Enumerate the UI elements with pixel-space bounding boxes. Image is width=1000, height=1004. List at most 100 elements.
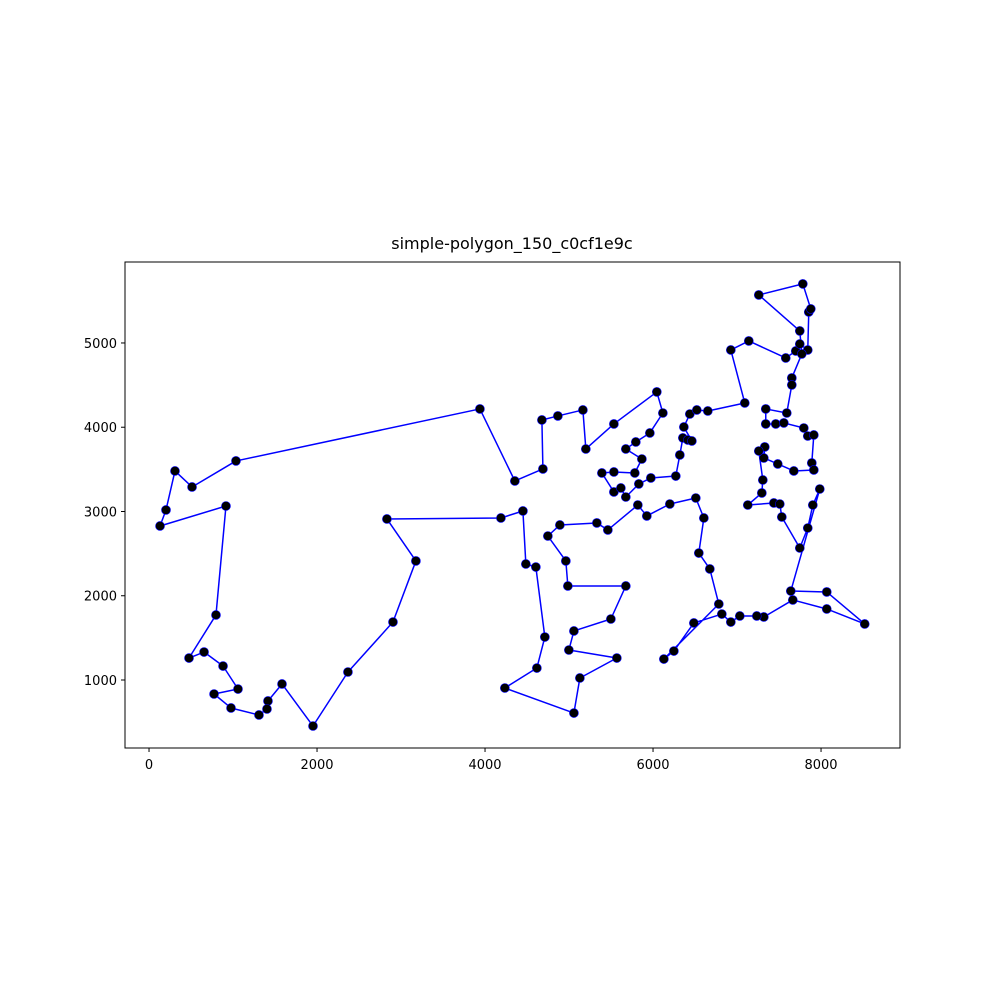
vertex-marker xyxy=(634,479,644,489)
vertex-marker xyxy=(739,398,750,408)
plot-frame xyxy=(124,261,901,749)
vertex-marker xyxy=(388,617,398,627)
vertex-marker xyxy=(742,500,753,510)
vertex-marker xyxy=(569,626,579,636)
vertex-marker xyxy=(789,466,799,476)
vertex-marker xyxy=(675,450,685,460)
vertex-marker xyxy=(575,673,585,683)
vertex-marker xyxy=(802,523,813,533)
vertex-marker xyxy=(705,564,715,574)
vertex-marker xyxy=(665,499,675,509)
vertex-marker xyxy=(209,689,219,699)
vertex-marker xyxy=(805,304,816,314)
vertex-marker xyxy=(597,468,607,478)
vertex-marker xyxy=(753,446,764,456)
x-tick-label: 6000 xyxy=(636,758,669,773)
vertex-marker xyxy=(211,610,221,620)
vertex-marker xyxy=(254,710,264,720)
vertex-marker xyxy=(343,667,353,677)
vertex-marker xyxy=(538,464,548,474)
vertex-marker xyxy=(606,614,616,624)
y-tick-label: 1000 xyxy=(84,674,117,689)
vertex-marker xyxy=(621,581,631,591)
vertex-marker xyxy=(262,704,272,714)
vertex-marker xyxy=(808,500,818,510)
vertex-marker xyxy=(500,683,510,693)
chart-title: simple-polygon_150_c0cf1e9c xyxy=(391,234,632,254)
vertex-marker xyxy=(564,645,574,655)
vertex-marker xyxy=(691,405,702,415)
vertex-marker xyxy=(809,465,819,475)
vertex-marker xyxy=(794,543,805,553)
vertex-marker xyxy=(543,531,553,541)
vertex-marker xyxy=(788,595,798,605)
vertex-marker xyxy=(496,513,506,523)
vertex-marker xyxy=(687,436,697,446)
vertex-marker xyxy=(231,456,241,466)
vertex-marker xyxy=(578,405,588,415)
vertex-marker xyxy=(233,684,243,694)
vertex-marker xyxy=(821,604,832,614)
vertex-marker xyxy=(510,476,520,486)
vertex-marker xyxy=(184,653,194,663)
vertex-marker xyxy=(743,336,754,346)
vertex-marker xyxy=(753,290,764,300)
vertex-marker xyxy=(669,646,679,656)
vertex-marker xyxy=(821,587,832,597)
vertex-marker xyxy=(382,514,392,524)
vertex-marker xyxy=(652,387,662,397)
vertex-marker xyxy=(770,419,781,429)
vertex-marker xyxy=(518,506,528,516)
y-tick-label: 4000 xyxy=(84,421,117,436)
vertex-marker xyxy=(411,556,421,566)
vertex-marker xyxy=(699,513,709,523)
vertex-marker xyxy=(794,326,805,336)
x-tick-label: 4000 xyxy=(468,758,501,773)
vertex-marker xyxy=(777,512,787,522)
vertex-marker xyxy=(859,619,870,629)
vertex-marker xyxy=(694,548,704,558)
vertex-marker xyxy=(814,484,825,494)
vertex-marker xyxy=(630,468,640,478)
vertex-marker xyxy=(581,444,591,454)
vertex-marker xyxy=(642,511,652,521)
vertex-marker xyxy=(809,430,819,440)
vertex-marker xyxy=(277,679,287,689)
vertex-marker xyxy=(774,499,785,509)
vertex-marker xyxy=(187,482,197,492)
vertex-marker xyxy=(658,408,668,418)
vertex-marker xyxy=(555,520,565,530)
vertex-marker xyxy=(563,581,573,591)
polygon-line xyxy=(159,283,866,727)
x-tick-label: 0 xyxy=(145,758,153,773)
vertex-marker xyxy=(218,661,228,671)
vertex-marker xyxy=(199,647,209,657)
vertex-marker xyxy=(592,518,602,528)
vertex-marker xyxy=(798,279,808,289)
vertex-marker xyxy=(760,404,771,414)
vertex-marker xyxy=(751,611,762,621)
vertex-marker xyxy=(612,653,622,663)
y-tick-label: 5000 xyxy=(84,337,117,352)
vertex-marker xyxy=(532,663,542,673)
x-tick-label: 2000 xyxy=(300,758,333,773)
vertex-marker xyxy=(760,419,771,429)
vertex-marker xyxy=(263,696,273,706)
vertex-marker xyxy=(308,721,318,731)
vertex-marker xyxy=(621,492,631,502)
vertex-marker xyxy=(561,556,571,566)
vertex-marker xyxy=(689,618,699,628)
vertex-marker xyxy=(794,339,805,349)
vertex-marker xyxy=(637,454,647,464)
vertex-marker xyxy=(759,453,769,463)
vertex-marker xyxy=(537,415,547,425)
vertex-marker xyxy=(690,493,701,503)
vertex-marker xyxy=(569,708,579,718)
vertex-marker xyxy=(170,466,180,476)
vertex-marker xyxy=(540,632,550,642)
y-tick-label: 3000 xyxy=(84,505,117,520)
vertex-marker xyxy=(735,611,745,621)
vertex-marker xyxy=(780,353,791,363)
